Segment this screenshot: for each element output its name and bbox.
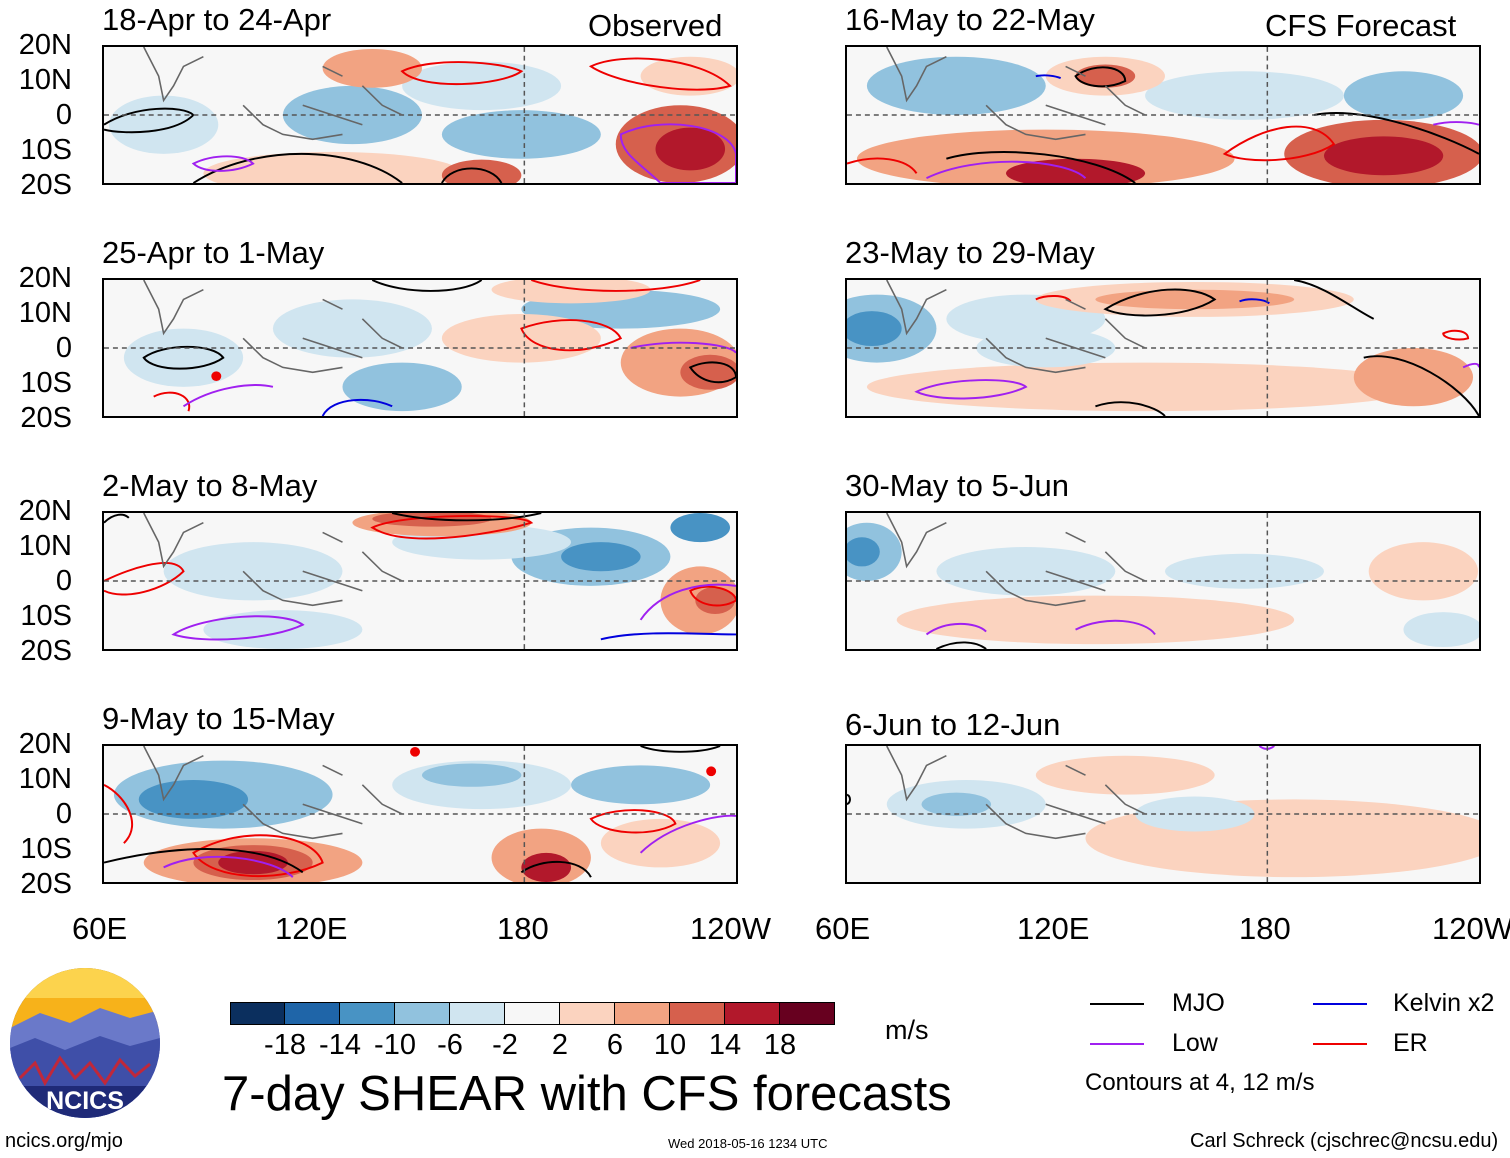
- lat-label-obs-3-5: 20S: [20, 635, 72, 667]
- observed-header: Observed: [588, 8, 723, 43]
- legend-label-er: ER: [1393, 1029, 1428, 1057]
- contours-note: Contours at 4, 12 m/s: [1085, 1069, 1315, 1096]
- legend-line-mjo: [1090, 1003, 1144, 1005]
- lat-label-obs-2-3: 0: [55, 332, 72, 364]
- lat-label-obs-3-2: 10N: [18, 530, 72, 562]
- lat-label-obs-2-1: 20N: [18, 262, 72, 294]
- panel-title-fcst-4: 6-Jun to 12-Jun: [845, 707, 1061, 742]
- lat-label-obs-1-3: 0: [55, 99, 72, 131]
- colorbar-label: 6: [606, 1029, 624, 1061]
- panel-title-fcst-2: 23-May to 29-May: [845, 235, 1095, 270]
- colorbar-swatch: [725, 1002, 780, 1025]
- lat-label-obs-3-3: 0: [55, 565, 72, 597]
- colorbar-label: 2: [551, 1029, 569, 1061]
- colorbar-label: 14: [708, 1029, 742, 1061]
- colorbar-swatch: [340, 1002, 395, 1025]
- lon-label-120e-right: 120E: [1017, 911, 1090, 946]
- panel-title-obs-4: 9-May to 15-May: [102, 701, 335, 736]
- lon-label-180-right: 180: [1239, 911, 1291, 946]
- lat-label-obs-4-3: 0: [55, 798, 72, 830]
- colorbar-label: -10: [374, 1029, 416, 1061]
- colorbar-swatch: [780, 1002, 835, 1025]
- forecast-header: CFS Forecast: [1265, 8, 1457, 43]
- panel-title-obs-3: 2-May to 8-May: [102, 468, 318, 503]
- units-label: m/s: [885, 1015, 929, 1045]
- legend-line-low: [1090, 1043, 1144, 1045]
- panel-title-obs-2: 25-Apr to 1-May: [102, 235, 325, 270]
- lat-label-obs-2-4: 10S: [20, 367, 72, 399]
- lat-label-obs-1-2: 10N: [18, 64, 72, 96]
- panel-title-obs-1: 18-Apr to 24-Apr: [102, 2, 332, 37]
- lat-label-obs-1-4: 10S: [20, 134, 72, 166]
- ncics-logo: NCICS: [10, 968, 160, 1118]
- legend-line-kelvin: [1313, 1003, 1367, 1005]
- lat-label-obs-3-4: 10S: [20, 600, 72, 632]
- colorbar-label: -14: [319, 1029, 361, 1061]
- lon-label-60e-right: 60E: [815, 911, 871, 946]
- lat-label-obs-1-5: 20S: [20, 169, 72, 201]
- main-title: 7-day SHEAR with CFS forecasts: [222, 1067, 952, 1121]
- colorbar-swatch: [285, 1002, 340, 1025]
- colorbar-swatch: [395, 1002, 450, 1025]
- lat-label-obs-2-5: 20S: [20, 402, 72, 434]
- lat-label-obs-4-1: 20N: [18, 728, 72, 760]
- lat-label-obs-4-2: 10N: [18, 763, 72, 795]
- lat-label-obs-3-1: 20N: [18, 495, 72, 527]
- author-credit: Carl Schreck (cjschrec@ncsu.edu): [1190, 1130, 1499, 1152]
- colorbar-label: 10: [653, 1029, 687, 1061]
- map-panel-obs-2: [102, 278, 738, 418]
- lon-label-60e-left: 60E: [72, 911, 128, 946]
- colorbar-label: -18: [264, 1029, 306, 1061]
- legend-line-er: [1313, 1043, 1367, 1045]
- legend-label-low: Low: [1172, 1029, 1218, 1057]
- map-panel-fcst-4: [845, 744, 1481, 884]
- colorbar-label: 18: [763, 1029, 797, 1061]
- lon-label-120e-left: 120E: [275, 911, 348, 946]
- logo-text: NCICS: [46, 1087, 124, 1115]
- lat-label-obs-4-5: 20S: [20, 868, 72, 900]
- colorbar-swatch: [560, 1002, 615, 1025]
- map-panel-obs-3: [102, 511, 738, 651]
- lon-label-120w-right: 120W: [1432, 911, 1510, 946]
- map-panel-obs-1: [102, 45, 738, 185]
- map-panel-obs-4: [102, 744, 738, 884]
- colorbar-swatch: [450, 1002, 505, 1025]
- lat-label-obs-2-2: 10N: [18, 297, 72, 329]
- colorbar-swatch: [230, 1002, 285, 1025]
- colorbar-swatch: [505, 1002, 560, 1025]
- panel-title-fcst-3: 30-May to 5-Jun: [845, 468, 1069, 503]
- colorbar-label: -6: [437, 1029, 463, 1061]
- map-panel-fcst-3: [845, 511, 1481, 651]
- colorbar-label: -2: [492, 1029, 518, 1061]
- map-panel-fcst-2: [845, 278, 1481, 418]
- panel-title-fcst-1: 16-May to 22-May: [845, 2, 1095, 37]
- site-url[interactable]: ncics.org/mjo: [5, 1130, 123, 1152]
- map-panel-fcst-1: [845, 45, 1481, 185]
- legend-label-kelvin: Kelvin x2: [1393, 989, 1495, 1017]
- lon-label-120w-left: 120W: [690, 911, 771, 946]
- timestamp: Wed 2018-05-16 1234 UTC: [668, 1136, 828, 1151]
- lat-label-obs-4-4: 10S: [20, 833, 72, 865]
- legend-label-mjo: MJO: [1172, 989, 1225, 1017]
- colorbar-swatch: [670, 1002, 725, 1025]
- lat-label-obs-1-1: 20N: [18, 29, 72, 61]
- colorbar-swatch: [615, 1002, 670, 1025]
- lon-label-180-left: 180: [497, 911, 549, 946]
